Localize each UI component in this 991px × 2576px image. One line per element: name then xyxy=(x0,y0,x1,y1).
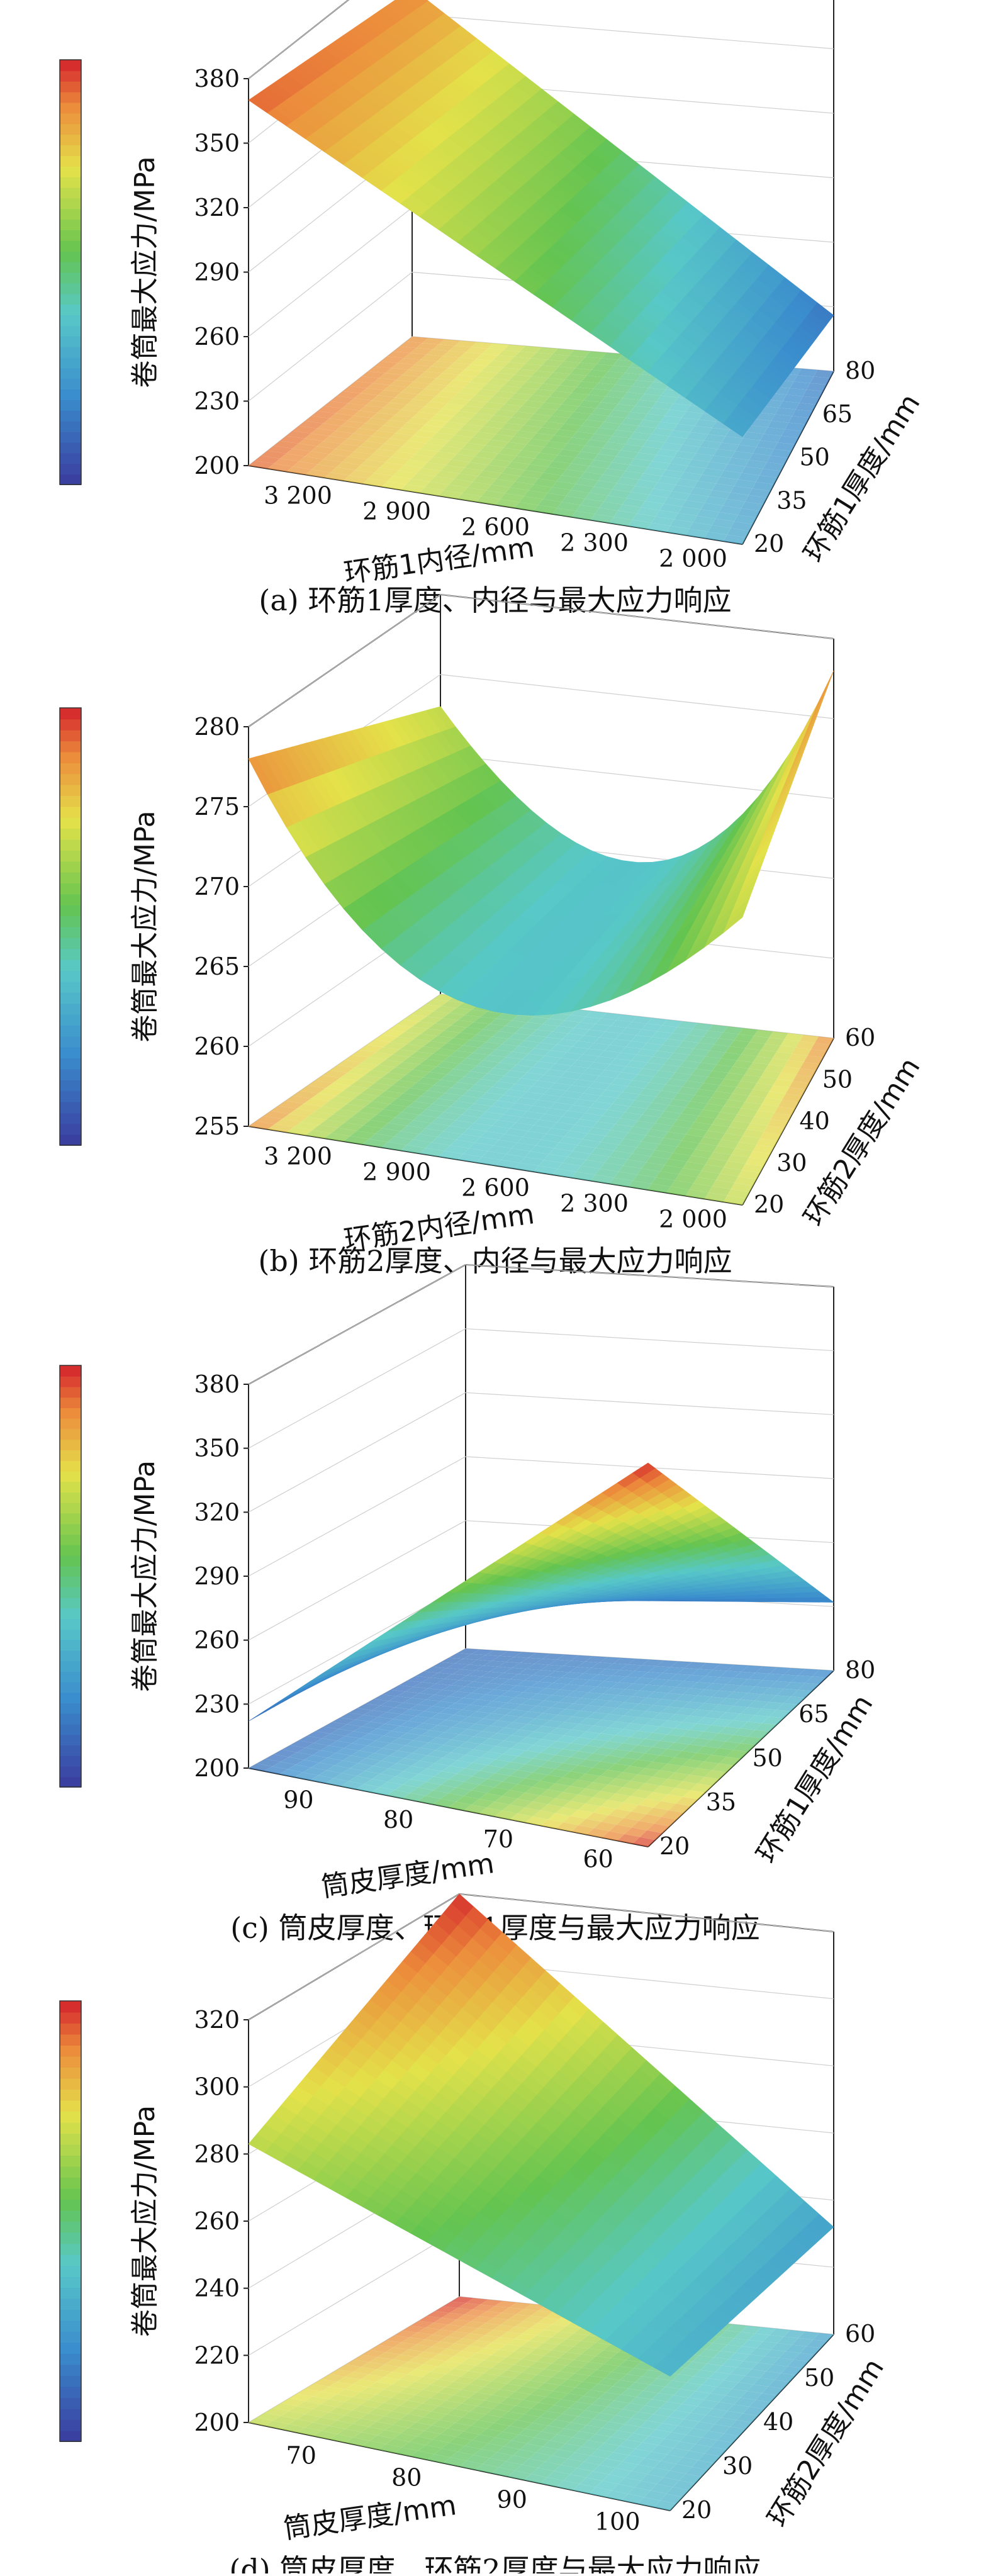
colorbar xyxy=(60,60,81,485)
x-tick-label: 60 xyxy=(583,1845,613,1873)
z-tick-label: 290 xyxy=(194,1562,240,1590)
y-tick-label: 30 xyxy=(776,1149,807,1177)
z-tick-label: 260 xyxy=(194,1033,240,1060)
x-tick-label: 70 xyxy=(286,2442,316,2470)
z-axis-label: 卷筒最大应力/MPa xyxy=(129,2105,161,2337)
x-tick-label: 2 300 xyxy=(560,529,629,557)
z-tick-label: 230 xyxy=(194,1690,240,1718)
x-tick-label: 2 000 xyxy=(659,545,727,573)
y-tick-label: 35 xyxy=(776,486,807,514)
y-tick-label: 50 xyxy=(822,1065,853,1093)
x-axis-label: 筒皮厚度/mm xyxy=(282,2489,459,2545)
z-axis-label: 卷筒最大应力/MPa xyxy=(129,156,161,388)
z-tick-label: 275 xyxy=(194,793,240,820)
y-tick-label: 80 xyxy=(845,1656,875,1684)
y-tick-label: 40 xyxy=(800,1107,830,1135)
z-tick-label: 280 xyxy=(194,2140,240,2168)
y-tick-label: 20 xyxy=(754,1190,784,1218)
x-tick-label: 90 xyxy=(497,2486,527,2514)
response-surface xyxy=(249,1894,834,2377)
colorbar xyxy=(60,708,81,1146)
z-tick-label: 320 xyxy=(194,2006,240,2034)
y-tick-label: 65 xyxy=(798,1700,829,1728)
z-tick-label: 230 xyxy=(194,388,240,415)
floor-contour-map xyxy=(249,1649,834,1847)
x-tick-label: 90 xyxy=(283,1786,313,1814)
y-tick-label: 20 xyxy=(754,530,784,557)
z-axis-label: 卷筒最大应力/MPa xyxy=(129,810,161,1042)
z-tick-label: 350 xyxy=(194,1435,240,1462)
response-surface xyxy=(249,671,834,1016)
y-tick-label: 35 xyxy=(706,1788,736,1816)
y-tick-label: 50 xyxy=(804,2364,834,2392)
x-axis-label: 环筋1内径/mm xyxy=(342,531,537,590)
z-tick-label: 280 xyxy=(194,713,240,741)
y-tick-label: 65 xyxy=(822,400,853,428)
z-tick-label: 380 xyxy=(194,1370,240,1398)
colorbar xyxy=(60,2001,81,2442)
z-tick-label: 200 xyxy=(194,1754,240,1782)
z-tick-label: 290 xyxy=(194,259,240,286)
x-tick-label: 80 xyxy=(383,1806,413,1834)
z-tick-label: 200 xyxy=(194,452,240,479)
panel-b: 255 260 265 270 275 280 3 200 2 900 2 600 2 300 2 … xyxy=(60,595,927,1278)
z-tick-label: 320 xyxy=(194,1498,240,1526)
x-tick-label: 2 300 xyxy=(560,1190,629,1218)
z-tick-label: 255 xyxy=(194,1112,240,1140)
panel-d: 200 220 240 260 280 300 320 70 80 90 100 20 30 40 50 60… xyxy=(60,1894,890,2573)
z-tick-label: 265 xyxy=(194,953,240,980)
panel-caption: (b) 环筋2厚度、内径与最大应力响应 xyxy=(258,1244,732,1278)
y-axis-label: 环筋1厚度/mm xyxy=(798,388,927,568)
x-tick-label: 3 200 xyxy=(264,1143,332,1170)
z-tick-label: 320 xyxy=(194,194,240,221)
colorbar xyxy=(60,1365,81,1788)
y-tick-label: 60 xyxy=(845,1024,875,1051)
x-tick-label: 80 xyxy=(391,2464,422,2492)
y-tick-label: 20 xyxy=(659,1832,690,1860)
z-tick-label: 200 xyxy=(194,2409,240,2436)
z-tick-label: 260 xyxy=(194,2207,240,2235)
y-tick-label: 20 xyxy=(681,2496,712,2524)
y-tick-label: 80 xyxy=(845,357,875,384)
z-tick-label: 260 xyxy=(194,323,240,350)
z-tick-label: 240 xyxy=(194,2275,240,2302)
z-tick-label: 270 xyxy=(194,873,240,900)
z-tick-label: 350 xyxy=(194,130,240,157)
z-tick-label: 260 xyxy=(194,1627,240,1654)
y-tick-label: 30 xyxy=(722,2452,753,2480)
x-tick-label: 2 900 xyxy=(362,1158,431,1186)
x-tick-label: 2 000 xyxy=(659,1206,727,1233)
y-tick-label: 50 xyxy=(753,1744,783,1772)
y-tick-label: 60 xyxy=(845,2320,875,2348)
z-tick-label: 220 xyxy=(194,2341,240,2369)
z-tick-label: 380 xyxy=(194,65,240,92)
y-axis-label: 环筋2厚度/mm xyxy=(798,1052,927,1231)
z-tick-label: 300 xyxy=(194,2073,240,2101)
x-tick-label: 2 900 xyxy=(362,498,431,525)
y-tick-label: 40 xyxy=(763,2408,793,2436)
x-tick-label: 100 xyxy=(595,2508,641,2536)
panel-caption: (d) 筒皮厚度、环筋2厚度与最大应力响应 xyxy=(229,2553,761,2573)
z-axis-label: 卷筒最大应力/MPa xyxy=(129,1460,161,1692)
y-tick-label: 50 xyxy=(800,444,830,471)
x-tick-label: 2 600 xyxy=(461,1174,530,1202)
x-tick-label: 3 200 xyxy=(264,482,332,510)
